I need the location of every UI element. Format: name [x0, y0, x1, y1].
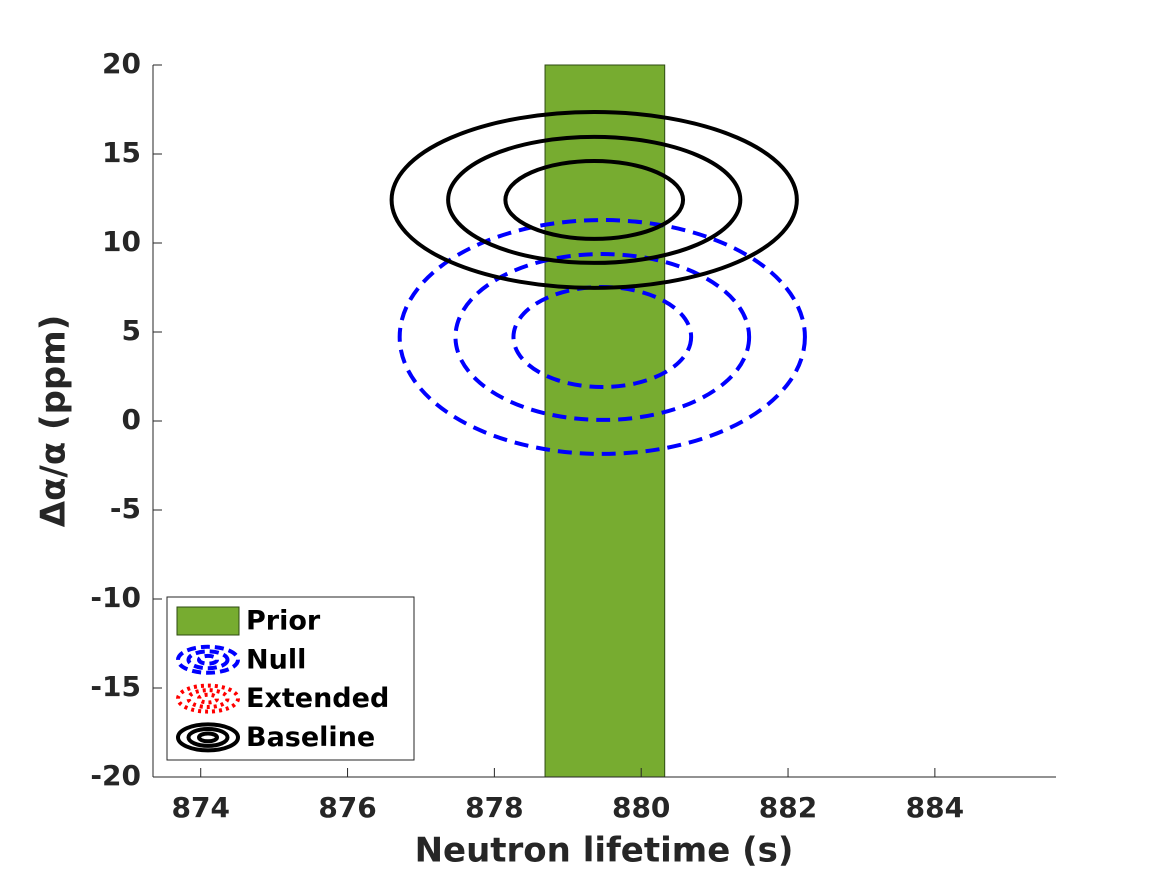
x-tick-label: 878 — [465, 791, 523, 824]
x-axis-label: Neutron lifetime (s) — [415, 831, 794, 871]
y-tick-label: 20 — [102, 47, 141, 80]
legend-swatch — [176, 722, 240, 753]
contour — [453, 252, 752, 422]
legend-label: Baseline — [246, 722, 375, 753]
legend-swatch — [186, 688, 230, 710]
legend-swatch — [197, 653, 219, 666]
x-tick-label: 880 — [612, 791, 670, 824]
y-tick-label: 10 — [102, 225, 141, 258]
legend-swatch — [176, 683, 240, 714]
legend-swatch — [176, 644, 240, 675]
legend-label: Prior — [246, 606, 321, 637]
x-tick-label: 876 — [318, 791, 376, 824]
x-tick-label: 884 — [906, 791, 964, 824]
plot-area — [389, 64, 807, 778]
legend-swatch — [176, 606, 240, 636]
contour — [446, 134, 743, 265]
y-tick-label: -15 — [90, 670, 141, 703]
legend-label: Extended — [246, 683, 389, 714]
x-tick-label: 882 — [759, 791, 817, 824]
y-axis-label: Δα/α (ppm) — [34, 315, 74, 527]
legend-label: Null — [246, 644, 306, 675]
contour — [389, 109, 799, 290]
legend-swatch — [197, 692, 219, 705]
y-tick-label: -20 — [90, 759, 141, 792]
contour — [397, 218, 807, 456]
y-tick-label: -10 — [90, 581, 141, 614]
y-tick-label: 5 — [122, 314, 141, 347]
legend: Prior Null Extended Baseline — [166, 596, 415, 761]
x-tick-label: 874 — [171, 791, 229, 824]
contour — [503, 158, 686, 241]
y-tick-label: 15 — [102, 136, 141, 169]
legend-swatch — [186, 726, 230, 748]
legend-swatch — [197, 731, 219, 744]
y-tick-label: -5 — [110, 492, 141, 525]
legend-swatch — [186, 649, 230, 671]
y-tick-label: 0 — [122, 403, 141, 436]
